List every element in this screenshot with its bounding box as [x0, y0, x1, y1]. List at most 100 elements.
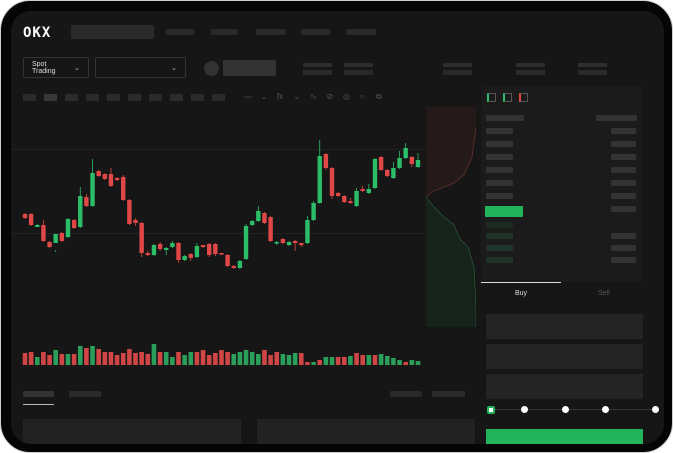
- candle[interactable]: [415, 160, 421, 167]
- candle[interactable]: [286, 242, 292, 245]
- nav-item[interactable]: [346, 29, 376, 35]
- slider-stop-100[interactable]: [652, 406, 659, 413]
- chart-tool-icon[interactable]: ○: [359, 92, 365, 101]
- chart-tool-icon[interactable]: ◎: [343, 92, 350, 101]
- timeframe-button[interactable]: [23, 94, 36, 101]
- buy-view-icon[interactable]: [503, 93, 512, 102]
- candle[interactable]: [311, 203, 316, 220]
- nav-item[interactable]: [256, 29, 286, 35]
- candle[interactable]: [274, 242, 279, 244]
- candle[interactable]: [53, 234, 58, 243]
- candle[interactable]: [133, 220, 138, 223]
- candle[interactable]: [249, 221, 255, 225]
- amount-slider-track[interactable]: [491, 409, 656, 410]
- candle[interactable]: [108, 174, 114, 186]
- candle[interactable]: [96, 171, 101, 176]
- timeframe-button[interactable]: [128, 94, 141, 101]
- candle[interactable]: [207, 244, 212, 255]
- slider-stop-75[interactable]: [602, 406, 609, 413]
- nav-item[interactable]: [166, 29, 194, 35]
- candle[interactable]: [292, 241, 298, 243]
- candle[interactable]: [280, 239, 286, 243]
- candle[interactable]: [243, 226, 249, 259]
- candle[interactable]: [305, 220, 310, 243]
- filter-button[interactable]: [432, 391, 465, 397]
- candle[interactable]: [84, 197, 89, 206]
- timeframe-button[interactable]: [44, 94, 57, 101]
- timeframe-button[interactable]: [170, 94, 183, 101]
- chart-tool-icon[interactable]: ⌄: [293, 92, 301, 101]
- candle[interactable]: [385, 170, 390, 176]
- candle[interactable]: [22, 214, 28, 218]
- candle[interactable]: [403, 148, 408, 158]
- sell-view-icon[interactable]: [519, 93, 528, 102]
- nav-item[interactable]: [301, 29, 330, 35]
- amount-input[interactable]: [486, 344, 643, 369]
- chart-tool-icon[interactable]: ⌄: [260, 92, 268, 101]
- candle[interactable]: [409, 157, 415, 164]
- search-bar[interactable]: [71, 25, 154, 39]
- candle[interactable]: [102, 174, 108, 179]
- candle[interactable]: [372, 159, 378, 188]
- chart-tool-icon[interactable]: ⧉: [376, 92, 382, 101]
- candle[interactable]: [90, 173, 95, 206]
- candle[interactable]: [299, 243, 304, 245]
- candle[interactable]: [188, 254, 193, 258]
- slider-stop-25[interactable]: [521, 406, 528, 413]
- candle[interactable]: [366, 189, 372, 193]
- candle[interactable]: [225, 255, 230, 266]
- candlestick-chart[interactable]: [11, 11, 481, 371]
- timeframe-button[interactable]: [107, 94, 120, 101]
- candle[interactable]: [176, 243, 181, 260]
- candle[interactable]: [194, 246, 200, 257]
- candle[interactable]: [65, 219, 71, 237]
- timeframe-button[interactable]: [149, 94, 162, 101]
- tab-order-history[interactable]: [69, 391, 101, 397]
- candle[interactable]: [151, 245, 157, 255]
- timeframe-button[interactable]: [212, 94, 225, 101]
- candle[interactable]: [268, 217, 273, 241]
- tab-open-orders[interactable]: [23, 391, 54, 397]
- candle[interactable]: [317, 156, 322, 203]
- candle[interactable]: [237, 261, 243, 268]
- candle[interactable]: [231, 266, 236, 268]
- candle[interactable]: [41, 225, 46, 241]
- price-input[interactable]: [486, 314, 643, 339]
- candle[interactable]: [170, 243, 175, 247]
- timeframe-button[interactable]: [191, 94, 204, 101]
- candle[interactable]: [329, 168, 335, 196]
- candle[interactable]: [59, 233, 65, 241]
- buy-button[interactable]: [486, 429, 643, 444]
- timeframe-button[interactable]: [86, 94, 99, 101]
- depth-view-icon[interactable]: [487, 93, 496, 102]
- candle[interactable]: [378, 157, 384, 170]
- pair-select[interactable]: ⌄: [95, 57, 186, 78]
- chart-tool-icon[interactable]: ∿: [310, 92, 317, 101]
- nav-item[interactable]: [211, 29, 238, 35]
- candle[interactable]: [157, 244, 163, 249]
- candle[interactable]: [139, 223, 144, 253]
- slider-handle[interactable]: [487, 406, 495, 414]
- candle[interactable]: [35, 225, 40, 227]
- candle[interactable]: [335, 193, 341, 196]
- candle[interactable]: [213, 244, 218, 254]
- candle[interactable]: [121, 177, 126, 200]
- candle[interactable]: [127, 200, 132, 224]
- chart-tool-icon[interactable]: fx: [277, 92, 284, 101]
- candle[interactable]: [342, 196, 347, 202]
- candle[interactable]: [354, 191, 359, 206]
- candle[interactable]: [397, 158, 402, 168]
- candle[interactable]: [164, 248, 169, 250]
- candle[interactable]: [391, 168, 396, 178]
- total-input[interactable]: [486, 374, 643, 399]
- candle[interactable]: [114, 178, 120, 180]
- candle[interactable]: [200, 245, 206, 247]
- chart-tool-icon[interactable]: ⊘: [326, 92, 334, 101]
- tab-buy[interactable]: Buy: [515, 290, 528, 297]
- timeframe-button[interactable]: [65, 94, 78, 101]
- candle[interactable]: [71, 220, 77, 228]
- candle[interactable]: [360, 189, 365, 191]
- candle[interactable]: [28, 214, 34, 225]
- tab-sell[interactable]: Sell: [598, 290, 610, 297]
- candle[interactable]: [78, 196, 83, 227]
